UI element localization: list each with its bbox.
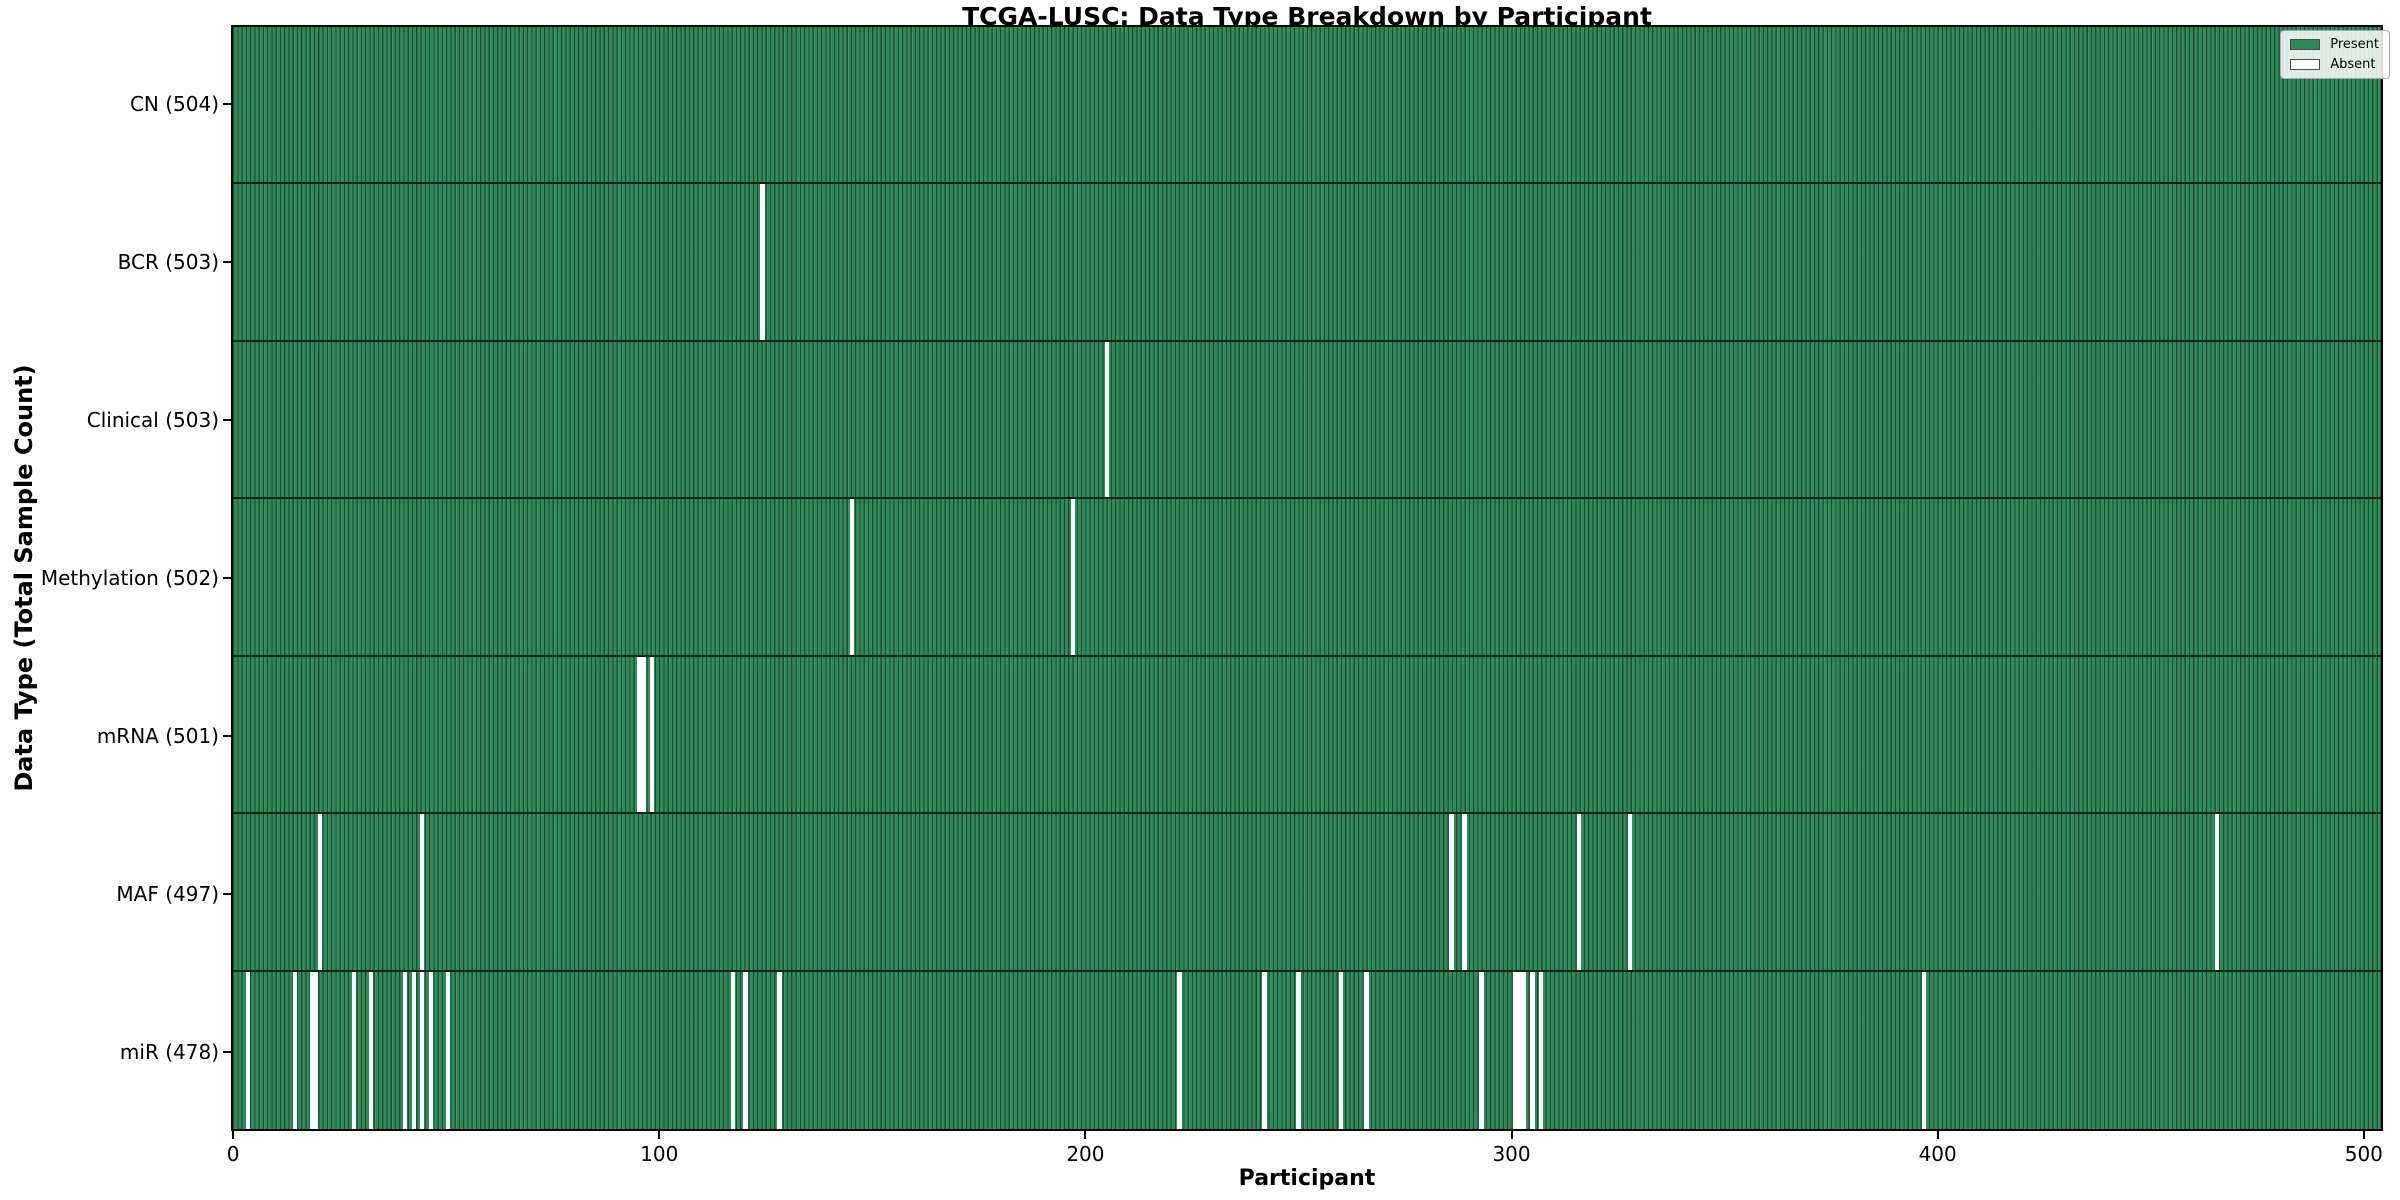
absent-stripe [420, 971, 425, 1129]
ytick-mark [223, 893, 231, 895]
absent-stripe [1628, 814, 1633, 970]
absent-stripe [2215, 814, 2220, 970]
absent-stripe [1538, 971, 1544, 1129]
ytick-label-BCR: BCR (503) [117, 250, 219, 274]
absent-stripe [1070, 499, 1076, 655]
absent-stripe [730, 971, 735, 1129]
row-MAF [233, 814, 2381, 972]
absent-stripe [1530, 971, 1535, 1129]
present-swatch [2290, 39, 2321, 50]
legend-item-present: Present [2290, 38, 2379, 51]
xtick-mark [1936, 1131, 1939, 1139]
absent-stripe [420, 814, 425, 970]
absent-stripe [352, 971, 357, 1129]
ytick-mark [223, 103, 231, 105]
absent-stripe [1262, 971, 1267, 1129]
absent-stripe [1104, 341, 1110, 498]
ytick-mark [223, 1051, 231, 1053]
plot-area [231, 25, 2383, 1131]
row-BCR [233, 184, 2381, 342]
xtick-label-100: 100 [640, 1142, 679, 1166]
absent-stripe [403, 971, 408, 1129]
legend: Present Absent [2280, 30, 2390, 79]
absent-stripe [1296, 971, 1301, 1129]
absent-stripe [292, 971, 297, 1129]
row-mRNA [233, 656, 2381, 815]
xtick-mark [2362, 1131, 2365, 1139]
xtick-label-500: 500 [2344, 1142, 2383, 1166]
legend-item-absent: Absent [2290, 58, 2379, 71]
absent-stripe [369, 971, 374, 1129]
row-Clinical [233, 341, 2381, 500]
xtick-mark [1510, 1131, 1513, 1139]
ytick-mark [223, 735, 231, 737]
xtick-label-200: 200 [1066, 1142, 1105, 1166]
absent-stripe [1462, 814, 1467, 970]
absent-stripe [649, 656, 655, 813]
absent-stripe [313, 971, 319, 1129]
ytick-label-CN: CN (504) [129, 92, 219, 116]
ytick-label-miR: miR (478) [119, 1040, 219, 1064]
xtick-label-300: 300 [1492, 1142, 1531, 1166]
absent-stripe [1177, 971, 1182, 1129]
xtick-label-400: 400 [1918, 1142, 1957, 1166]
ytick-label-Methylation: Methylation (502) [40, 566, 219, 590]
absent-stripe [1338, 971, 1344, 1129]
legend-label-absent: Absent [2330, 57, 2376, 72]
absent-stripe [428, 971, 433, 1129]
xtick-mark [1084, 1131, 1087, 1139]
xtick-mark [232, 1131, 235, 1139]
ytick-label-MAF: MAF (497) [116, 882, 219, 906]
absent-stripe [777, 971, 782, 1129]
absent-stripe [641, 656, 646, 813]
absent-stripe [1449, 814, 1454, 970]
absent-stripe [1364, 971, 1369, 1129]
absent-stripe [1577, 814, 1582, 970]
absent-swatch [2290, 59, 2321, 70]
ytick-label-Clinical: Clinical (503) [86, 408, 219, 432]
ytick-mark [223, 577, 231, 579]
absent-stripe [411, 971, 416, 1129]
ytick-mark [223, 419, 231, 421]
absent-stripe [1521, 971, 1527, 1129]
absent-stripe [245, 971, 250, 1129]
absent-stripe [760, 184, 765, 340]
row-Methylation [233, 499, 2381, 657]
ytick-label-mRNA: mRNA (501) [96, 724, 219, 748]
x-axis-label: Participant [1238, 1166, 1376, 1191]
absent-stripe [1513, 971, 1518, 1129]
xtick-mark [658, 1131, 661, 1139]
absent-stripe [743, 971, 748, 1129]
absent-stripe [849, 499, 854, 655]
absent-stripe [1479, 971, 1484, 1129]
row-CN [233, 27, 2381, 185]
absent-stripe [637, 656, 642, 813]
xtick-label-0: 0 [226, 1142, 240, 1166]
ytick-mark [223, 261, 231, 263]
absent-stripe [445, 971, 450, 1129]
absent-stripe [1921, 971, 1926, 1129]
legend-label-present: Present [2330, 37, 2379, 52]
absent-stripe [309, 971, 314, 1129]
absent-stripe [1517, 971, 1522, 1129]
row-miR [233, 971, 2381, 1129]
absent-stripe [318, 814, 323, 970]
